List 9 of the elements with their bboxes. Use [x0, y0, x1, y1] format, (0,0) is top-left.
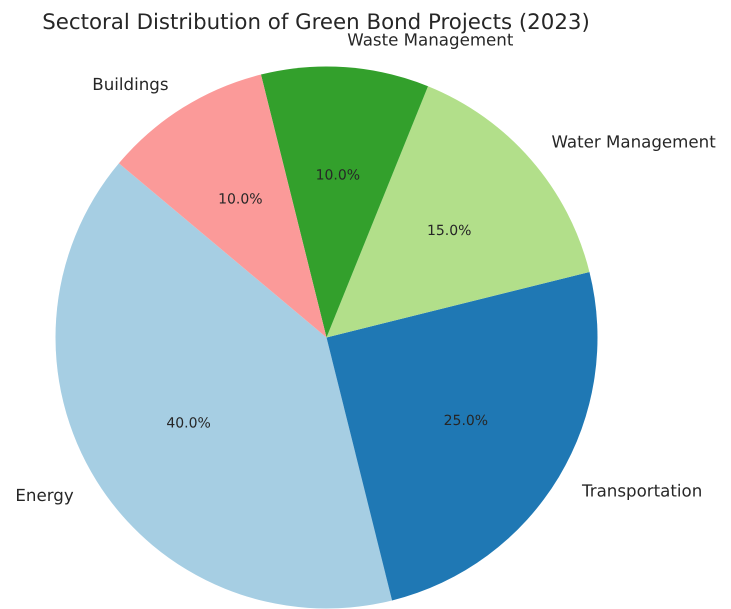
data-label: 15.0%: [426, 222, 472, 239]
data-label: 25.0%: [444, 413, 488, 430]
data-label: 10.0%: [218, 192, 263, 208]
slice-label: Transportation: [581, 482, 702, 501]
data-label: 40.0%: [166, 416, 211, 432]
slice-label: Water Management: [551, 132, 716, 152]
slice-label: Buildings: [92, 75, 169, 94]
slice-label: Energy: [15, 486, 74, 505]
data-label: 10.0%: [316, 167, 360, 184]
